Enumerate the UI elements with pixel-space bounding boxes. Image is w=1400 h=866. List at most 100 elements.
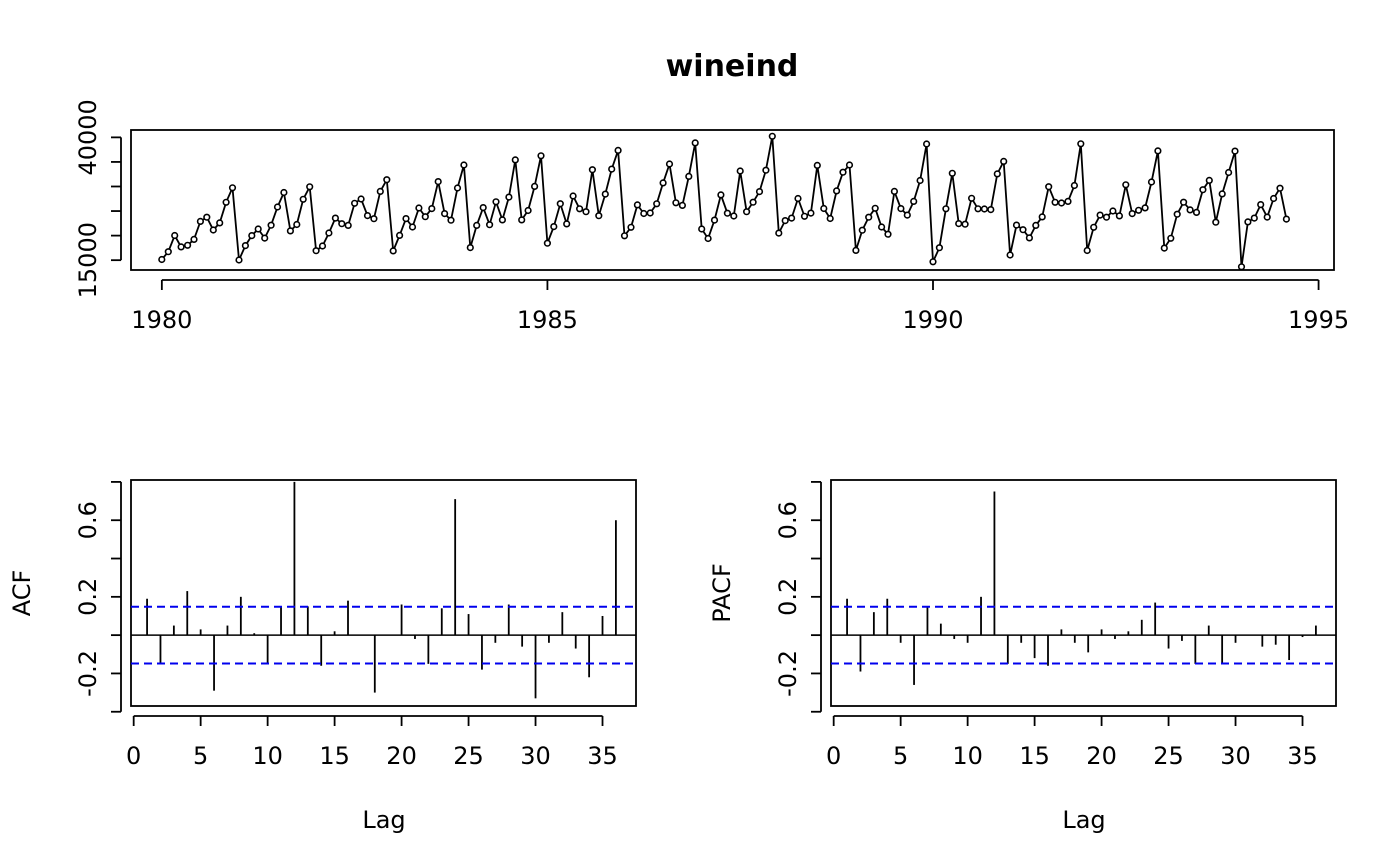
data-point [832,187,841,195]
data-point [633,201,642,209]
data-point [1257,201,1265,209]
data-point [1057,199,1066,207]
data-point [383,176,391,184]
data-point [942,205,950,213]
data-point [338,220,346,228]
data-point [1224,168,1233,177]
data-point [1276,184,1284,192]
acf-x-tick-label: 5 [193,742,208,770]
data-point [267,221,275,229]
acf-x-tick-label: 25 [453,742,484,770]
data-point [640,209,648,218]
data-point [1090,223,1098,231]
pacf-y-axis: -0.2 0.2 0.6 [774,481,822,713]
pacf-x-axis-label: Lag [1062,806,1105,834]
data-point [222,198,230,206]
data-point [800,212,809,220]
time-series-panel: wineind 1980 1985 1990 1995 15000 40000 [74,49,1349,334]
data-point [749,198,757,206]
data-point [781,217,789,225]
data-point [704,234,712,243]
data-point [877,223,886,231]
data-point [1167,234,1175,242]
data-point [453,184,462,192]
data-point [582,208,590,216]
data-point [768,132,776,140]
data-point [742,208,751,216]
data-point [312,247,320,255]
time-series-x-tick-label: 1990 [902,306,963,334]
data-point [511,156,519,164]
data-point [351,199,359,207]
data-point [177,243,185,251]
data-point [376,187,384,195]
acf-x-tick-label: 35 [587,742,618,770]
data-point [325,229,333,237]
data-point [556,200,564,208]
data-point [987,206,995,214]
data-point [1160,244,1168,252]
data-point [1102,213,1111,221]
data-point [871,204,879,212]
data-point [299,195,307,203]
data-point [910,197,918,205]
data-point [1231,147,1239,155]
data-point [1154,147,1162,155]
data-point [1186,206,1194,214]
data-point [1179,198,1188,206]
data-point [203,213,211,221]
data-point [993,170,1001,178]
data-point [428,205,436,213]
data-point [530,182,539,190]
data-point [858,226,866,234]
data-point [1269,194,1278,203]
data-point [306,183,314,191]
data-point [537,152,545,160]
acf-y-tick-label: 0.6 [74,501,102,539]
data-point [1070,181,1078,190]
acf-x-axis-label: Lag [362,806,405,834]
data-point [524,206,532,215]
data-point [646,209,654,217]
data-point [408,223,417,231]
time-series-series [158,132,1290,271]
data-point [627,223,635,231]
data-point [389,247,397,255]
data-point [473,221,481,229]
data-point [216,219,224,227]
data-point [1109,207,1117,215]
data-point [543,239,552,247]
data-point [620,232,629,240]
data-point [466,244,474,252]
data-point [698,225,706,233]
data-point [1006,251,1014,259]
data-point [665,160,674,168]
acf-panel: 0 5 10 15 20 25 30 35 -0.2 0.2 0.6 Lag ACF [8,479,637,834]
data-point [1205,176,1213,184]
data-point [518,216,526,224]
pacf-bars [831,491,1336,685]
data-point [916,176,924,185]
data-point [588,166,597,174]
data-point [1173,210,1181,218]
acf-y-tick-label: 0.2 [74,578,102,616]
data-point [717,191,725,199]
data-point [1038,213,1046,221]
data-point [890,187,899,195]
data-point [158,255,166,264]
series-line [161,136,1288,267]
data-point [1282,215,1290,223]
data-point [1045,183,1053,191]
data-point [1192,208,1201,216]
data-point [357,195,365,203]
pacf-frame [830,479,1337,707]
pacf-y-tick-label: 0.2 [774,578,802,616]
data-point [1096,211,1104,219]
data-point [659,179,667,187]
data-point [1147,178,1156,186]
data-point [1263,213,1271,221]
data-point [1064,197,1072,205]
data-point [363,212,372,220]
data-point [794,194,802,203]
time-series-y-axis: 15000 40000 [74,99,122,298]
